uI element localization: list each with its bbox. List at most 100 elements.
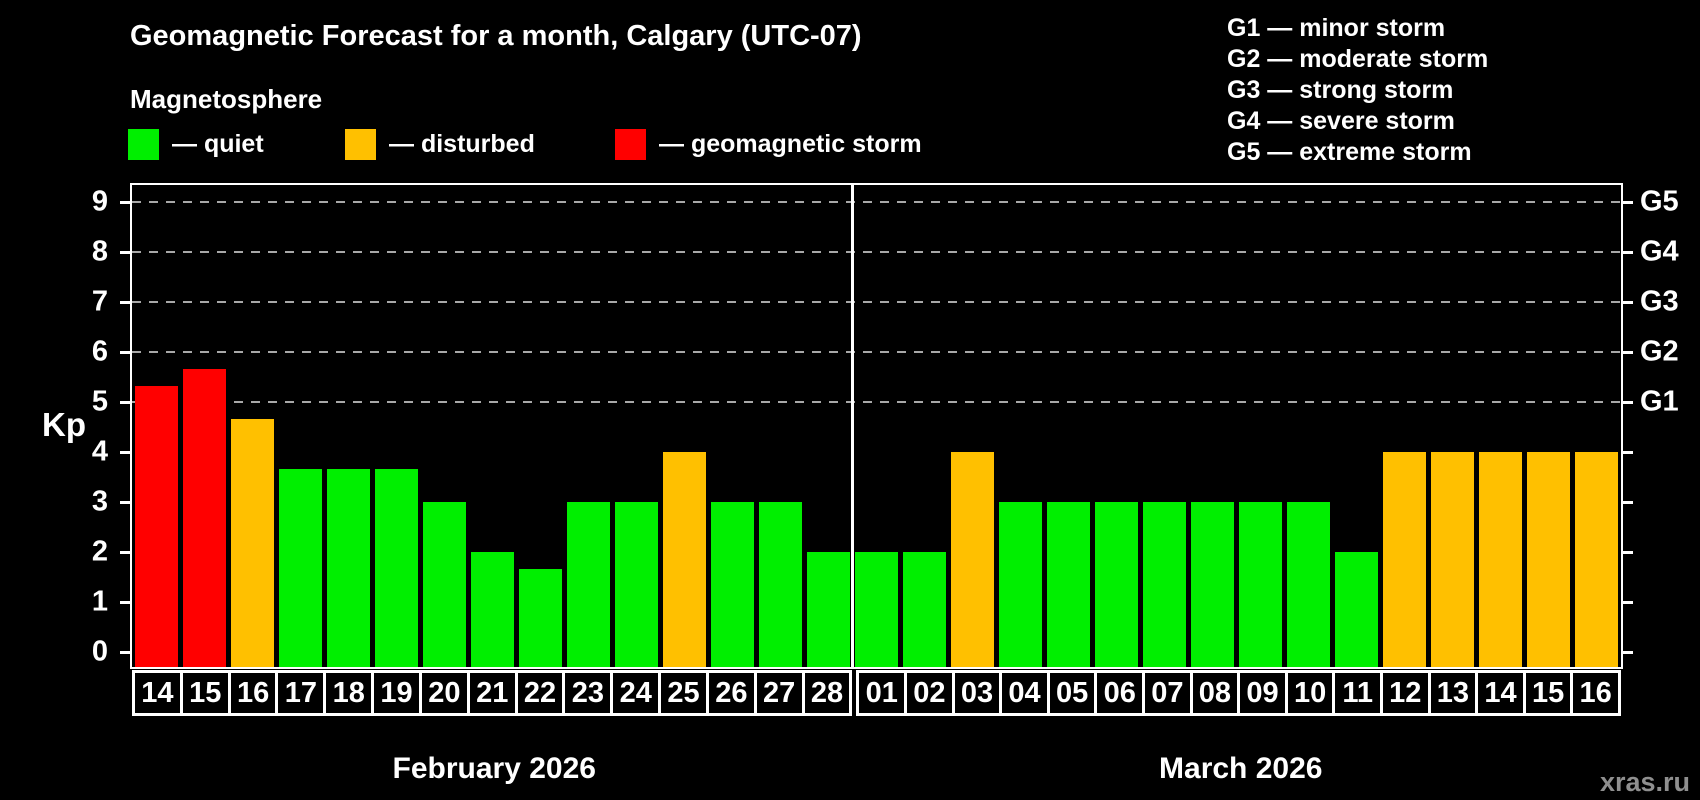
day-label: 18 bbox=[323, 670, 375, 716]
day-label: 07 bbox=[1142, 670, 1193, 716]
y-tick-label: 2 bbox=[91, 535, 108, 568]
day-label: 16 bbox=[1570, 670, 1621, 716]
legend-item-storm: — geomagnetic storm bbox=[615, 128, 922, 160]
quiet-swatch-icon bbox=[128, 128, 159, 160]
day-label: 08 bbox=[1189, 670, 1241, 716]
day-label: 06 bbox=[1094, 670, 1146, 716]
day-label: 19 bbox=[371, 670, 422, 716]
kp-bar bbox=[903, 552, 947, 667]
day-label: 05 bbox=[1046, 670, 1098, 716]
day-label: 16 bbox=[227, 670, 279, 716]
legend-item-quiet: — quiet bbox=[128, 128, 264, 160]
day-label: 24 bbox=[610, 670, 662, 716]
disturbed-swatch-icon bbox=[345, 128, 376, 160]
page-title: Geomagnetic Forecast for a month, Calgar… bbox=[130, 20, 862, 52]
kp-bar bbox=[1479, 452, 1523, 667]
gridline-kp9 bbox=[132, 201, 1621, 203]
kp-bar bbox=[1287, 502, 1331, 667]
y-tick-label: 6 bbox=[91, 335, 108, 368]
g-level-label: G1 bbox=[1640, 385, 1679, 418]
gridline-kp8 bbox=[132, 251, 1621, 253]
kp-bar bbox=[374, 468, 418, 667]
day-label: 22 bbox=[514, 670, 566, 716]
month-label: February 2026 bbox=[392, 752, 596, 785]
gridline-kp5 bbox=[132, 401, 1621, 403]
left-axis-tick bbox=[120, 451, 130, 454]
day-label: 04 bbox=[999, 670, 1050, 716]
day-label: 26 bbox=[705, 670, 757, 716]
kp-bar bbox=[806, 552, 850, 667]
left-axis-tick bbox=[120, 551, 130, 554]
day-label-block: 01 02 03 04 05 06 07 08 09 10 11 12 13 14 15 16 bbox=[856, 670, 1621, 716]
right-axis-tick bbox=[1623, 551, 1633, 554]
kp-bar bbox=[1191, 502, 1235, 667]
day-label: 15 bbox=[179, 670, 231, 716]
plot-area: 0 1 2 3 4 5 6 7 8 9 G1 G2 G3 G4 G5 bbox=[92, 183, 1679, 669]
kp-bar bbox=[999, 502, 1043, 667]
g2-legend-line: G2 — moderate storm bbox=[1227, 45, 1489, 73]
y-tick-label: 1 bbox=[91, 585, 108, 618]
y-axis-label: Kp bbox=[42, 406, 86, 443]
right-axis-tick bbox=[1623, 601, 1633, 604]
y-tick-label: 8 bbox=[91, 235, 108, 268]
legend-label-storm: — geomagnetic storm bbox=[659, 129, 922, 158]
legend-item-disturbed: — disturbed bbox=[345, 128, 535, 160]
day-label: 23 bbox=[562, 670, 614, 716]
day-label: 01 bbox=[856, 670, 908, 716]
left-axis-tick bbox=[120, 201, 130, 204]
g4-legend-line: G4 — severe storm bbox=[1227, 107, 1455, 135]
kp-bar bbox=[710, 502, 754, 667]
kp-bar bbox=[1575, 452, 1619, 667]
watermark: xras.ru bbox=[1599, 767, 1690, 797]
day-label-block: 14 15 16 17 18 19 20 21 22 23 24 25 26 27 28 bbox=[132, 670, 853, 716]
kp-bar bbox=[758, 502, 802, 667]
y-tick-label: 5 bbox=[91, 385, 108, 418]
kp-bar bbox=[1335, 552, 1379, 667]
day-label: 27 bbox=[753, 670, 805, 716]
kp-bar bbox=[1383, 452, 1427, 667]
kp-bar bbox=[1431, 452, 1475, 667]
left-axis-tick bbox=[120, 501, 130, 504]
kp-bar bbox=[470, 552, 514, 667]
kp-bar bbox=[278, 468, 322, 667]
day-label: 03 bbox=[951, 670, 1003, 716]
kp-bar bbox=[422, 502, 466, 667]
kp-bar bbox=[1143, 502, 1187, 667]
left-axis-tick bbox=[120, 601, 130, 604]
left-axis-tick bbox=[120, 401, 130, 404]
month-separator bbox=[850, 185, 854, 667]
kp-bar bbox=[326, 468, 370, 667]
day-label: 10 bbox=[1284, 670, 1336, 716]
kp-bar bbox=[182, 368, 226, 667]
g-level-label: G3 bbox=[1640, 285, 1679, 318]
left-axis-tick bbox=[120, 301, 130, 304]
left-axis-tick bbox=[120, 251, 130, 254]
kp-bar bbox=[951, 452, 995, 667]
day-label: 09 bbox=[1237, 670, 1288, 716]
day-label: 13 bbox=[1427, 670, 1479, 716]
day-label: 14 bbox=[1475, 670, 1526, 716]
day-axis: 14 15 16 17 18 19 20 21 22 23 24 25 26 27 28 01 02 03 04 05… bbox=[130, 670, 1623, 716]
kp-bar bbox=[1239, 502, 1283, 667]
left-axis-tick bbox=[120, 351, 130, 354]
gridline-kp6 bbox=[132, 351, 1621, 353]
g-level-label: G5 bbox=[1640, 185, 1679, 218]
kp-bar bbox=[1527, 452, 1571, 667]
day-label: 14 bbox=[132, 670, 183, 716]
g3-legend-line: G3 — strong storm bbox=[1227, 76, 1454, 104]
kp-bar bbox=[662, 452, 706, 667]
kp-bar bbox=[518, 568, 562, 667]
day-label: 28 bbox=[801, 670, 853, 716]
y-tick-label: 7 bbox=[91, 285, 108, 318]
day-label: 17 bbox=[275, 670, 327, 716]
day-label: 11 bbox=[1332, 670, 1383, 716]
right-axis-tick bbox=[1623, 351, 1633, 354]
month-label: March 2026 bbox=[1159, 752, 1323, 785]
right-axis-tick bbox=[1623, 301, 1633, 304]
right-axis-tick bbox=[1623, 401, 1633, 404]
kp-bar bbox=[1047, 502, 1091, 667]
day-label: 02 bbox=[904, 670, 955, 716]
storm-swatch-icon bbox=[615, 128, 646, 160]
day-label: 12 bbox=[1380, 670, 1431, 716]
